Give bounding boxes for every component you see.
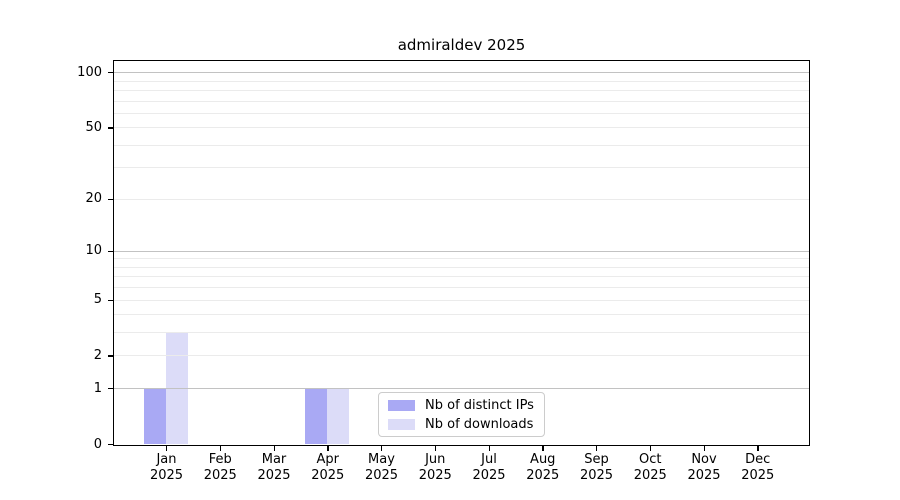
- x-tick-mark: [488, 446, 490, 451]
- x-tick-mark: [649, 446, 652, 451]
- gridline-minor: [114, 80, 809, 82]
- gridline-minor: [114, 89, 809, 91]
- gridline-minor: [114, 276, 809, 278]
- y-tick-mark: [108, 299, 113, 301]
- x-tick-month: Jul: [481, 452, 497, 467]
- legend: Nb of distinct IPs Nb of downloads: [378, 392, 545, 437]
- x-tick-month: Jun: [425, 452, 446, 467]
- gridline-minor: [114, 314, 809, 316]
- bar-nb-of-distinct-ips-apr: [305, 388, 328, 444]
- gridline-minor: [114, 332, 809, 334]
- x-tick-year: 2025: [149, 468, 184, 483]
- x-tick-year: 2025: [633, 468, 667, 483]
- x-tick-label: Oct 2025: [620, 452, 680, 484]
- x-tick-month: Oct: [639, 452, 662, 467]
- x-tick-mark: [542, 446, 544, 451]
- x-tick-month: Mar: [261, 452, 287, 467]
- x-tick-label: Apr 2025: [298, 452, 358, 484]
- x-tick-month: Dec: [745, 452, 771, 467]
- x-tick-year: 2025: [579, 468, 614, 483]
- x-tick-label: Nov 2025: [674, 452, 734, 484]
- y-tick-label: 50: [85, 119, 102, 135]
- plot-area: [113, 60, 810, 446]
- y-tick-label: 5: [93, 292, 102, 308]
- x-tick-month: Apr: [316, 452, 340, 467]
- x-tick-mark: [273, 446, 275, 451]
- x-tick-year: 2025: [257, 468, 291, 483]
- y-tick-mark: [108, 444, 113, 446]
- x-tick-label: Dec 2025: [728, 452, 788, 484]
- x-tick-mark: [166, 446, 168, 451]
- legend-entry-downloads: Nb of downloads: [388, 417, 544, 432]
- gridline-major: [114, 250, 809, 252]
- x-tick-year: 2025: [472, 468, 506, 483]
- x-tick-mark: [381, 446, 383, 451]
- x-tick-label: May 2025: [352, 452, 412, 484]
- x-tick-month: Aug: [530, 452, 556, 467]
- gridline-minor: [114, 287, 809, 289]
- x-tick-mark: [219, 446, 222, 451]
- legend-entry-distinct-ips: Nb of distinct IPs: [388, 398, 544, 413]
- x-tick-mark: [596, 446, 598, 451]
- gridline-major: [114, 388, 809, 390]
- y-tick-label: 20: [85, 191, 102, 207]
- x-tick-year: 2025: [741, 468, 775, 483]
- x-tick-year: 2025: [364, 468, 399, 483]
- x-tick-label: Feb 2025: [190, 452, 250, 484]
- x-tick-year: 2025: [203, 468, 237, 483]
- x-tick-month: Nov: [691, 452, 717, 467]
- x-tick-month: May: [368, 452, 395, 467]
- x-tick-mark: [703, 446, 705, 451]
- y-tick-mark: [108, 198, 113, 200]
- gridline-minor: [114, 198, 809, 200]
- y-tick-label: 10: [85, 243, 102, 259]
- legend-label-downloads: Nb of downloads: [425, 416, 534, 432]
- y-tick-mark: [108, 250, 113, 253]
- x-tick-label: Jan 2025: [137, 452, 197, 484]
- y-tick-mark: [108, 72, 113, 74]
- bar-nb-of-distinct-ips-jan: [144, 388, 166, 444]
- x-tick-mark: [434, 446, 437, 451]
- legend-swatch-downloads: [388, 418, 415, 430]
- y-tick-label: 2: [93, 347, 102, 363]
- x-tick-label: Mar 2025: [244, 452, 304, 484]
- x-tick-label: Jun 2025: [405, 452, 465, 484]
- gridline-minor: [114, 127, 809, 129]
- y-tick-label: 1: [93, 380, 102, 396]
- x-tick-year: 2025: [418, 468, 452, 483]
- x-tick-label: Aug 2025: [513, 452, 573, 484]
- x-tick-year: 2025: [526, 468, 560, 483]
- x-tick-year: 2025: [311, 468, 345, 483]
- gridline-minor: [114, 167, 809, 169]
- gridline-major: [114, 72, 809, 74]
- x-tick-month: Sep: [584, 452, 609, 467]
- gridline-minor: [114, 355, 809, 357]
- x-tick-label: Jul 2025: [459, 452, 519, 484]
- x-tick-mark: [327, 446, 329, 451]
- legend-swatch-distinct-ips: [388, 399, 415, 411]
- x-tick-month: Jan: [156, 452, 177, 467]
- x-tick-month: Feb: [208, 452, 232, 467]
- legend-label-distinct-ips: Nb of distinct IPs: [425, 397, 534, 413]
- gridline-minor: [114, 258, 809, 260]
- chart-title: admiraldev 2025: [397, 36, 526, 54]
- gridline-minor: [114, 100, 809, 102]
- gridline-minor: [114, 266, 809, 268]
- bar-nb-of-downloads-apr: [327, 388, 350, 444]
- gridline-minor: [114, 112, 809, 114]
- y-tick-mark: [108, 127, 113, 129]
- y-tick-mark: [108, 388, 113, 390]
- x-tick-label: Sep 2025: [567, 452, 627, 484]
- x-tick-mark: [757, 446, 759, 451]
- y-tick-mark: [108, 355, 113, 357]
- gridline-minor: [114, 144, 809, 146]
- y-tick-label: 100: [77, 64, 102, 80]
- x-tick-year: 2025: [687, 468, 721, 483]
- y-tick-label: 0: [93, 436, 102, 452]
- gridline-minor: [114, 299, 809, 301]
